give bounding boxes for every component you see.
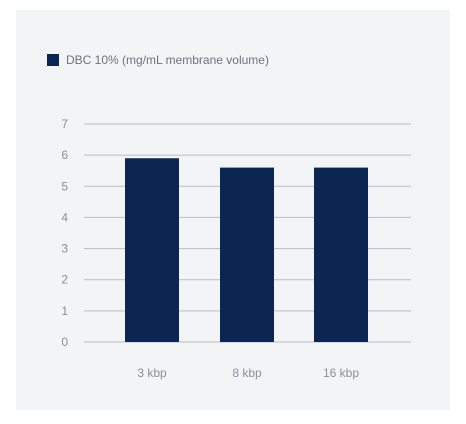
x-tick-label: 3 kbp [137, 366, 167, 380]
legend-label: DBC 10% (mg/mL membrane volume) [66, 53, 269, 67]
bar [125, 158, 179, 342]
y-tick-label: 3 [61, 242, 68, 256]
x-tick-label: 16 kbp [323, 366, 359, 380]
y-tick-label: 5 [61, 179, 68, 193]
chart-legend: DBC 10% (mg/mL membrane volume) [47, 53, 269, 67]
legend-swatch [47, 54, 59, 66]
bars [125, 158, 368, 342]
y-axis-ticks: 0 1 2 3 4 5 6 7 [61, 117, 68, 349]
x-axis-ticks: 3 kbp 8 kbp 16 kbp [137, 366, 359, 380]
y-tick-label: 1 [61, 304, 68, 318]
y-tick-label: 4 [61, 210, 68, 224]
bar [314, 167, 368, 342]
y-tick-label: 0 [61, 335, 68, 349]
bar [220, 167, 274, 342]
y-tick-label: 6 [61, 148, 68, 162]
y-tick-label: 2 [61, 273, 68, 287]
y-tick-label: 7 [61, 117, 68, 131]
x-tick-label: 8 kbp [232, 366, 262, 380]
